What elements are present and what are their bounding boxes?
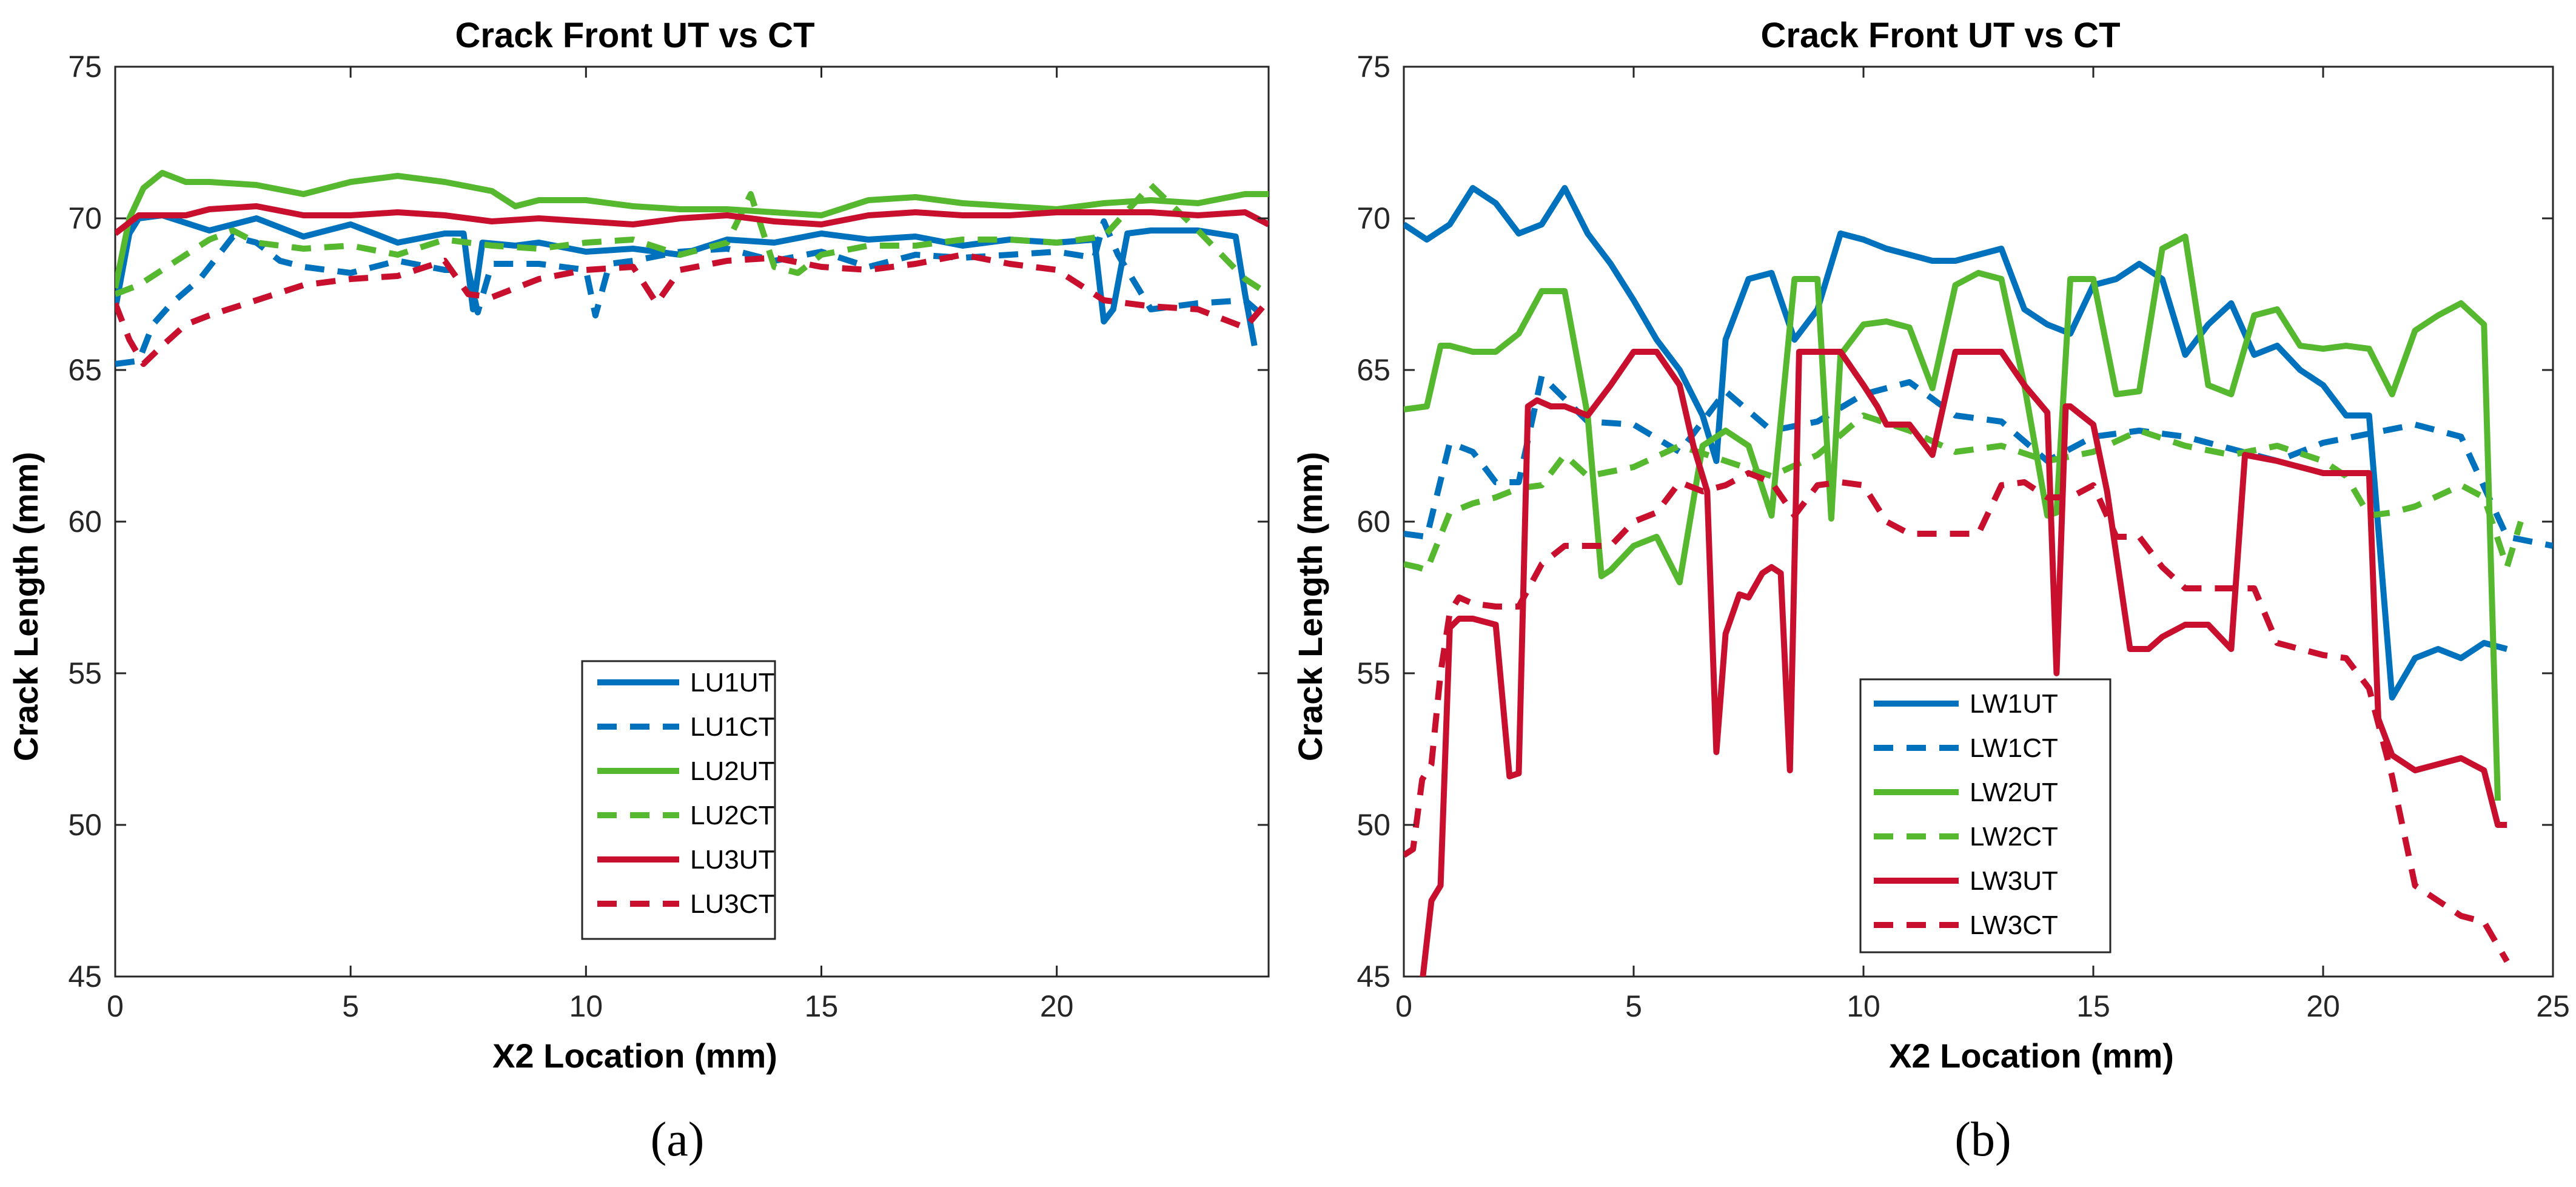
- legend-label-lu2ct: LU2CT: [690, 801, 774, 830]
- chart-b-legend-items: LW1UT LW1CT LW2UT LW2CT LW3UT LW3CT: [1874, 689, 2058, 940]
- chart-b-xtick-label: 25: [2536, 989, 2570, 1023]
- chart-a-legend: LU1UT LU1CT LU2UT LU2CT LU3UT LU3CT: [581, 660, 776, 940]
- chart-a-xtick-label: 15: [805, 989, 839, 1023]
- chart-b-ylabel: Crack Length (mm): [1291, 452, 1329, 761]
- chart-a-ytick-label: 45: [68, 960, 102, 994]
- legend-label-lu1ut: LU1UT: [690, 668, 774, 698]
- chart-b-title: Crack Front UT vs CT: [1761, 16, 2121, 55]
- chart-b-ytick-label: 60: [1357, 505, 1390, 539]
- chart-a-xtick-label: 10: [569, 989, 603, 1023]
- chart-b-ytick-label: 55: [1357, 656, 1390, 690]
- chart-b-xlabel: X2 Location (mm): [1889, 1037, 2174, 1075]
- series-line-lu1ct: [115, 218, 1261, 367]
- chart-a-legend-items: LU1UT LU1CT LU2UT LU2CT LU3UT LU3CT: [597, 668, 774, 919]
- chart-b-xtick-label: 20: [2306, 989, 2340, 1023]
- legend-label-lw1ut: LW1UT: [1970, 689, 2058, 719]
- chart-a-xtick-label: 20: [1040, 989, 1074, 1023]
- chart-a-caption: (a): [651, 1113, 705, 1166]
- chart-b-xtick-label: 5: [1625, 989, 1642, 1023]
- chart-a-ticks: 0 5 10 15 20 45 50 55 60 65 70 75: [68, 50, 1269, 1023]
- chart-b-xtick-label: 0: [1395, 989, 1412, 1023]
- chart-a-ytick-label: 65: [68, 353, 102, 387]
- chart-a-ytick-label: 75: [68, 50, 102, 84]
- chart-b-caption: (b): [1954, 1113, 2011, 1166]
- chart-a-legend-box: [581, 660, 776, 940]
- series-line-lw1ct: [1404, 373, 2553, 549]
- chart-a-ytick-label: 70: [68, 201, 102, 235]
- legend-label-lu2ut: LU2UT: [690, 756, 774, 786]
- chart-a-ylabel: Crack Length (mm): [7, 452, 45, 761]
- chart-a-ytick-label: 55: [68, 656, 102, 690]
- chart-b-ytick-label: 75: [1357, 50, 1390, 84]
- series-line-lw2ut: [1404, 234, 2501, 801]
- chart-b-legend: LW1UT LW1CT LW2UT LW2CT LW3UT LW3CT: [1859, 678, 2111, 953]
- chart-b-ticks: 0 5 10 15 20 25 45 50 55 60 65 70 75: [1357, 50, 2569, 1023]
- series-line-lu2ut: [115, 170, 1269, 289]
- series-line-lw3ut: [1420, 349, 2507, 977]
- chart-a-lines: [115, 170, 1269, 367]
- chart-b-legend-box: [1859, 678, 2111, 953]
- legend-label-lu1ct: LU1CT: [690, 712, 774, 742]
- chart-b-xtick-label: 15: [2076, 989, 2110, 1023]
- chart-b-ytick-label: 50: [1357, 808, 1390, 842]
- legend-label-lw3ut: LW3UT: [1970, 866, 2058, 896]
- chart-a-xtick-label: 5: [342, 989, 359, 1023]
- chart-b-ytick-label: 45: [1357, 960, 1390, 994]
- legend-label-lu3ut: LU3UT: [690, 845, 774, 875]
- chart-a-xtick-label: 0: [107, 989, 124, 1023]
- chart-b-ytick-label: 70: [1357, 201, 1390, 235]
- chart-b-lines: [1404, 185, 2553, 977]
- chart-b-xtick-label: 10: [1846, 989, 1880, 1023]
- chart-a-ytick-label: 60: [68, 505, 102, 539]
- series-line-lu3ct: [115, 252, 1269, 367]
- chart-panel-a: Crack Front UT vs CT 0 5 10 15 20 45 50 55 60 65 7…: [7, 16, 1270, 1166]
- chart-a-title: Crack Front UT vs CT: [455, 16, 815, 55]
- legend-label-lw1ct: LW1CT: [1970, 733, 2058, 763]
- series-line-lu3ut: [115, 203, 1269, 236]
- chart-panel-b: Crack Front UT vs CT 0 5 10 15 20 25 45 50 55 60 6…: [1291, 16, 2570, 1166]
- legend-label-lw2ut: LW2UT: [1970, 778, 2058, 807]
- legend-label-lw2ct: LW2CT: [1970, 822, 2058, 852]
- legend-label-lu3ct: LU3CT: [690, 889, 774, 919]
- legend-label-lw3ct: LW3CT: [1970, 910, 2058, 940]
- series-line-lu2ct: [115, 182, 1269, 297]
- chart-a-xlabel: X2 Location (mm): [492, 1037, 777, 1075]
- chart-a-ytick-label: 50: [68, 808, 102, 842]
- chart-b-ytick-label: 65: [1357, 353, 1390, 387]
- series-line-lw1ut: [1404, 185, 2508, 701]
